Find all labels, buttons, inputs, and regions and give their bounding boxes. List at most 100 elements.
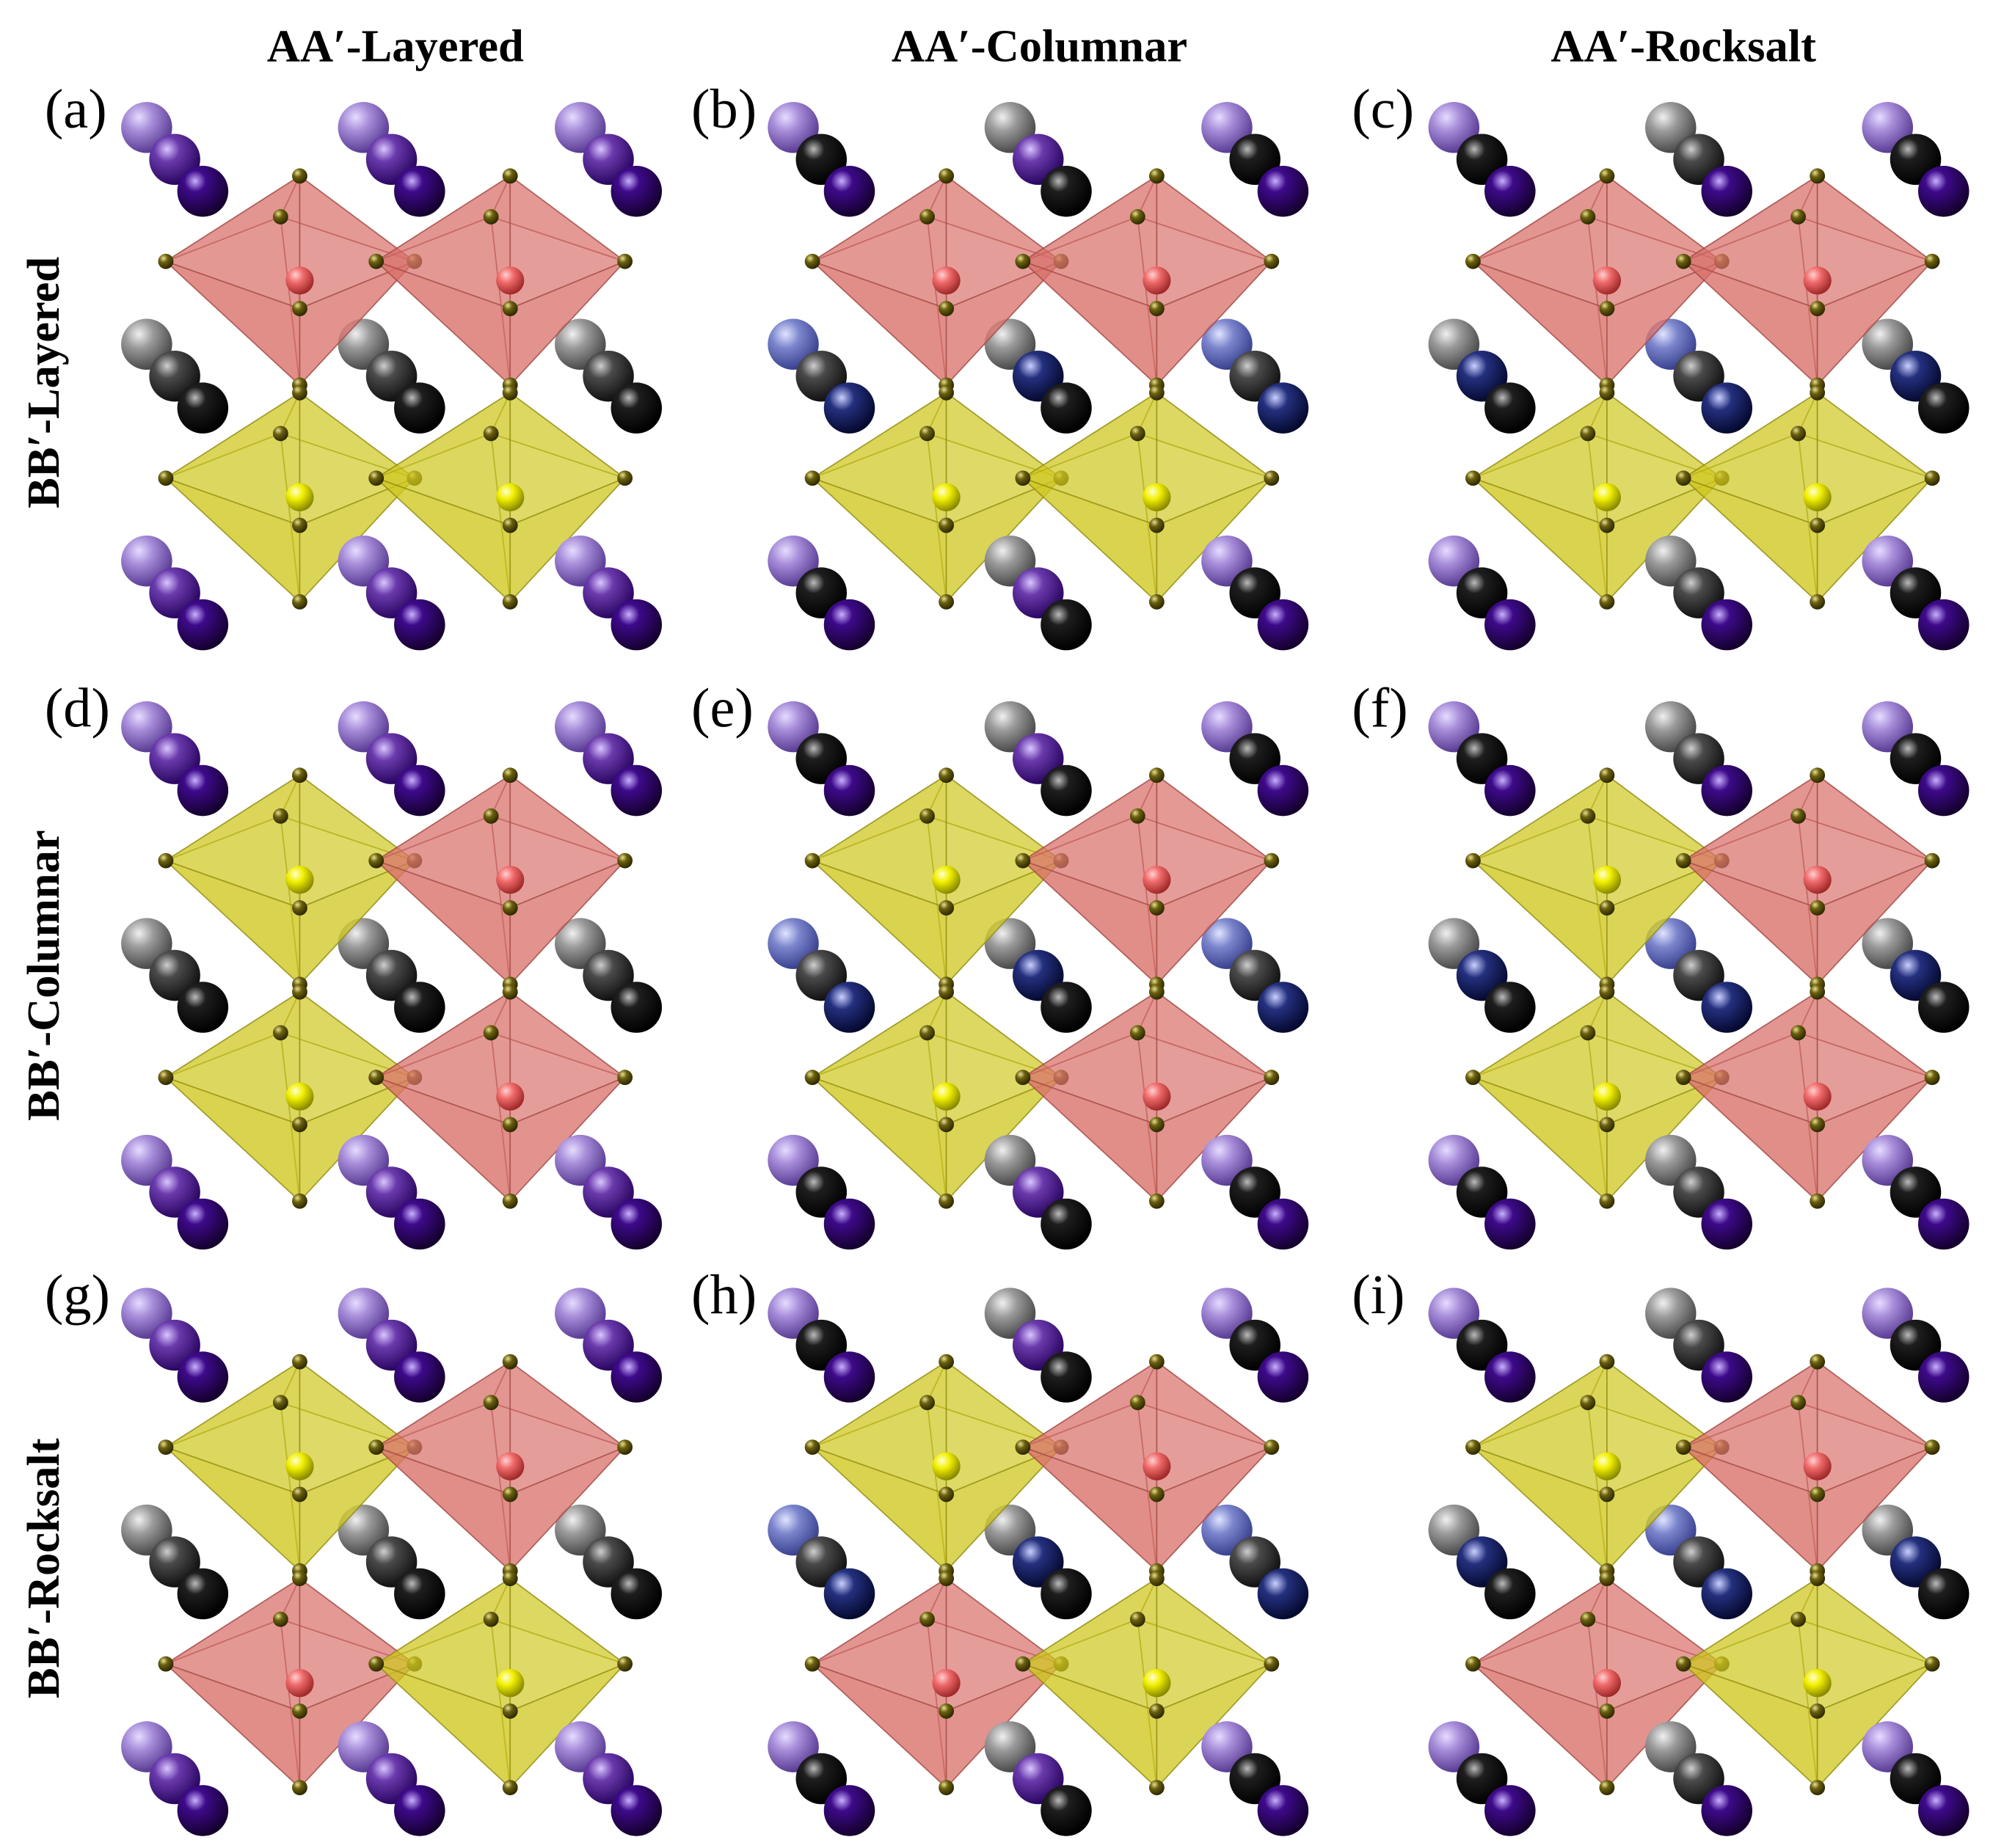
atom — [292, 1193, 307, 1209]
atom — [1129, 1611, 1145, 1627]
atom — [1484, 165, 1536, 217]
atom — [919, 1025, 935, 1041]
atom — [1803, 483, 1832, 511]
atom — [1148, 517, 1165, 533]
atom — [1257, 165, 1309, 217]
atom — [1701, 1198, 1753, 1250]
atom — [1041, 1198, 1092, 1250]
atom — [919, 1611, 935, 1627]
atom — [1701, 165, 1753, 217]
atom — [1148, 1354, 1165, 1370]
octahedron-face — [299, 260, 415, 387]
atom — [1810, 384, 1826, 401]
panel: (c) — [1352, 78, 1970, 651]
panel-label: (h) — [691, 1263, 757, 1326]
atom — [1599, 301, 1615, 317]
atom — [1580, 808, 1596, 824]
atom — [1810, 1117, 1826, 1133]
atom — [1592, 866, 1621, 894]
column-header: AA′-Columnar — [892, 20, 1187, 71]
atom — [611, 1568, 663, 1620]
atom — [496, 866, 525, 894]
atom — [1148, 1193, 1165, 1209]
atom — [502, 1486, 518, 1502]
atom — [1129, 209, 1145, 224]
row-header: BB′-Rocksalt — [18, 1438, 69, 1698]
atom — [932, 1452, 961, 1480]
atom — [1810, 1780, 1826, 1796]
atom — [1015, 1070, 1031, 1086]
atom — [285, 266, 314, 295]
atom — [1810, 1193, 1826, 1209]
atom — [1015, 1439, 1031, 1456]
atom — [1803, 1669, 1832, 1698]
atom — [285, 1669, 314, 1698]
atom — [292, 168, 307, 184]
atom — [823, 599, 875, 651]
atom — [804, 1656, 820, 1672]
atom — [1810, 168, 1826, 184]
octahedron-face — [1606, 260, 1722, 387]
atom — [177, 1351, 229, 1403]
atom — [368, 253, 385, 269]
atom — [1917, 764, 1970, 817]
atom — [272, 209, 288, 224]
atom — [1580, 1025, 1596, 1041]
panel: (i) — [1352, 1263, 1970, 1836]
atom — [1917, 1568, 1970, 1620]
atom — [804, 852, 820, 869]
octahedron-face — [1156, 860, 1272, 986]
atom — [939, 384, 955, 401]
atom — [1917, 165, 1970, 217]
column-header: AA′-Rocksalt — [1551, 20, 1816, 71]
atom — [611, 165, 663, 217]
atom — [285, 483, 314, 511]
atom — [1790, 1395, 1807, 1411]
atom — [804, 1439, 820, 1456]
atom — [1599, 1703, 1615, 1719]
atom — [1041, 599, 1092, 651]
atom — [1924, 253, 1940, 269]
atom — [496, 1669, 525, 1698]
atom — [177, 599, 229, 651]
atom — [1257, 982, 1309, 1033]
atom — [823, 382, 875, 434]
octahedron-face — [509, 860, 626, 986]
atom — [1790, 426, 1807, 442]
atom — [617, 470, 633, 486]
atom — [483, 209, 499, 224]
panel: (a) — [45, 78, 663, 651]
atom — [1803, 266, 1832, 295]
atom — [292, 984, 307, 1000]
atom — [394, 1351, 445, 1403]
panel-label: (f) — [1352, 677, 1407, 739]
atom — [823, 764, 875, 817]
atom — [158, 1439, 174, 1456]
atom — [483, 1395, 499, 1411]
atom — [1810, 900, 1826, 916]
atom — [502, 900, 518, 916]
atom — [394, 1568, 445, 1620]
atom — [1015, 253, 1031, 269]
atom — [272, 808, 288, 824]
atom — [617, 1439, 633, 1456]
atom — [1790, 209, 1807, 224]
atom — [1599, 1117, 1615, 1133]
atom — [177, 382, 229, 434]
atom — [804, 470, 820, 486]
octahedron-face — [509, 260, 626, 387]
atom — [939, 301, 955, 317]
atom — [1599, 594, 1615, 610]
atom — [939, 168, 955, 184]
atom — [1580, 1611, 1596, 1627]
atom — [502, 594, 518, 610]
atom — [1148, 168, 1165, 184]
atom — [1580, 1395, 1596, 1411]
octahedron-face — [1816, 260, 1933, 387]
atom — [502, 168, 518, 184]
panel: (e) — [691, 677, 1309, 1250]
atom — [158, 253, 174, 269]
atom — [1257, 1785, 1309, 1836]
atom — [932, 1082, 961, 1111]
atom — [1810, 1486, 1826, 1502]
